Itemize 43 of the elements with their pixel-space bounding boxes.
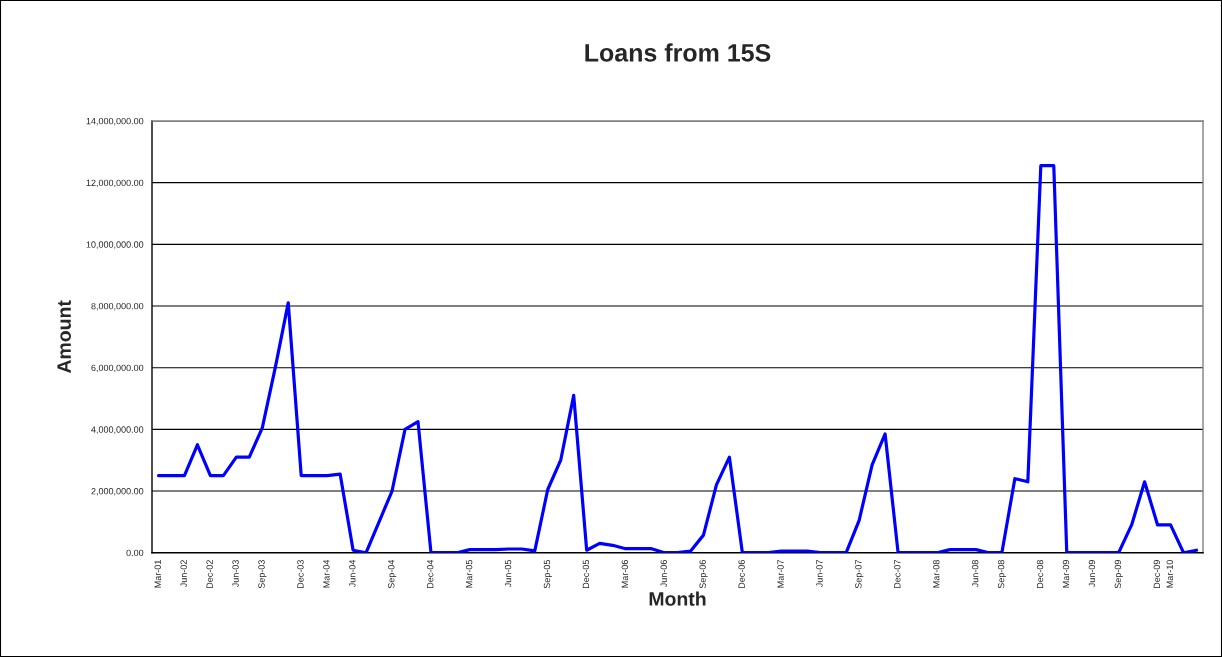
x-tick-label: Sep-08 [997,560,1007,589]
chart-title: Loans from 15S [585,43,771,62]
x-tick-label: Jun-02 [180,560,187,588]
x-tick-label: Jun-05 [504,560,512,588]
x-tick-label: Mar-10 [1166,559,1173,588]
x-tick-label: Jun-06 [660,560,667,588]
y-tick-label: 14,000,000.00 [86,117,144,126]
x-tick-label: Dec-08 [1036,560,1044,588]
x-tick-label: Sep-03 [258,560,267,589]
y-tick-label: 4,000,000.00 [91,426,144,434]
y-tick-label: 2,000,000.00 [91,488,144,496]
x-tick-label: Jun-08 [971,560,979,588]
x-tick-label: Sep-06 [699,560,708,589]
y-tick-label: 6,000,000.00 [91,364,144,373]
x-tick-label: Dec-05 [582,560,590,588]
y-tick-label: 12,000,000.00 [86,179,144,188]
x-tick-label: Sep-07 [855,560,864,589]
x-tick-label: Mar-04 [323,559,330,588]
x-tick-label: Mar-01 [154,560,161,588]
x-tick-label: Mar-06 [621,560,629,588]
y-tick-label: 10,000,000.00 [86,241,144,249]
x-tick-label: Dec-03 [297,560,304,588]
y-tick-label: 8,000,000.00 [91,302,144,311]
x-tick-label: Dec-04 [427,559,434,588]
x-tick-label: Jun-04 [349,559,356,588]
x-tick-label: Mar-05 [465,560,473,588]
x-tick-label: Mar-09 [1062,560,1070,588]
x-tick-label: Dec-06 [738,560,745,588]
x-tick-label: Dec-09 [1153,560,1161,588]
line-series [156,164,1199,553]
x-tick-label: Mar-08 [933,560,940,588]
x-tick-label: Sep-09 [1114,560,1123,589]
x-tick-label: Mar-07 [777,560,784,588]
y-tick-label: 0.00 [126,549,144,557]
x-tick-label: Dec-07 [894,560,901,588]
x-tick-label: Jun-07 [816,560,823,588]
x-tick-label: Jun-03 [232,560,239,588]
x-tick-label: Sep-04 [388,559,397,589]
x-tick-label: Dec-02 [206,560,213,588]
y-axis-title: Amount [57,300,71,374]
x-tick-label: Jun-09 [1088,560,1096,588]
x-axis-title: Month [649,591,706,606]
x-tick-label: Sep-05 [543,560,552,589]
